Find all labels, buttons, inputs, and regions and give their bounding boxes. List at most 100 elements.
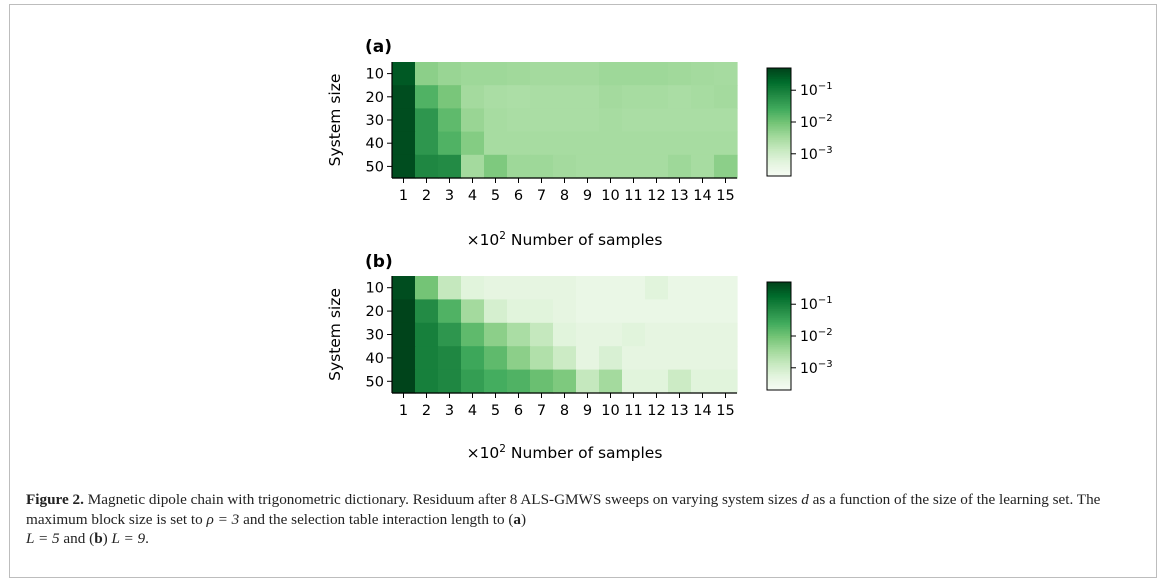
heatmap-cell (714, 62, 738, 86)
x-tick-label: 9 (583, 403, 592, 419)
heatmap-cell (622, 132, 646, 156)
heatmap-cell (714, 132, 738, 156)
heatmap-cell (438, 346, 462, 370)
heatmap-cell (553, 155, 577, 179)
heatmap-cell (461, 276, 485, 300)
heatmap-cell (461, 323, 485, 347)
heatmap-cell (645, 370, 669, 394)
heatmap-cell (415, 108, 439, 132)
x-tick-label: 14 (693, 403, 711, 419)
heatmap-cell (461, 155, 485, 179)
heatmap-cell (645, 346, 669, 370)
heatmap-cell (484, 370, 508, 394)
heatmap-cell (484, 299, 508, 323)
heatmap-cell (622, 276, 646, 300)
x-axis-title: ×102 Number of samples (467, 230, 663, 249)
heatmap-cell (461, 346, 485, 370)
heatmap-cell (645, 108, 669, 132)
heatmap-cell (714, 155, 738, 179)
x-tick-label: 10 (601, 188, 619, 204)
y-tick-label: 40 (366, 136, 384, 152)
heatmap-cell (530, 155, 554, 179)
heatmap-cell (668, 108, 692, 132)
y-tick-label: 50 (366, 159, 384, 175)
heatmap-cell (415, 276, 439, 300)
heatmap-cell (714, 323, 738, 347)
y-tick-label: 20 (366, 90, 384, 106)
heatmap-cell (438, 276, 462, 300)
x-tick-label: 5 (491, 403, 500, 419)
x-tick-label: 5 (491, 188, 500, 204)
heatmap-cell (438, 132, 462, 156)
caption-text-5: and ( (60, 530, 95, 547)
heatmap-cell (461, 299, 485, 323)
figure-caption: Figure 2. Magnetic dipole chain with tri… (26, 490, 1136, 549)
y-axis-title: System size (326, 288, 344, 381)
x-tick-label: 2 (422, 188, 431, 204)
heatmap-cell (668, 132, 692, 156)
x-tick-label: 8 (560, 188, 569, 204)
heatmap-cell (645, 276, 669, 300)
x-tick-label: 11 (624, 188, 642, 204)
x-tick-label: 11 (624, 403, 642, 419)
y-tick-label: 30 (366, 113, 384, 129)
x-tick-label: 4 (468, 188, 477, 204)
heatmap-panel-b: (b)1 2 3 4 5 6 7 8 9 10 11 12 13 14 151020304050System… (326, 252, 833, 462)
heatmap-cell (576, 155, 600, 179)
heatmap-cell (622, 62, 646, 86)
heatmap-cell (415, 323, 439, 347)
colorbar-tick-label: 10−3 (800, 359, 833, 377)
heatmap-cell (438, 85, 462, 109)
heatmap-cell (668, 276, 692, 300)
heatmap-cell (645, 62, 669, 86)
heatmap-cell (484, 108, 508, 132)
heatmap-panel-a: (a)1 2 3 4 5 6 7 8 9 10 11 12 13 14 151020304050System… (326, 37, 833, 249)
heatmap-cell (415, 370, 439, 394)
heatmap-cell (576, 276, 600, 300)
heatmap-cell (599, 346, 623, 370)
heatmap-cell (507, 132, 531, 156)
x-tick-label: 12 (647, 188, 665, 204)
heatmap-cell (530, 346, 554, 370)
heatmap-cell (576, 299, 600, 323)
heatmap-cell (622, 108, 646, 132)
heatmap-cell (461, 85, 485, 109)
heatmap-cell (668, 370, 692, 394)
heatmap-cell (622, 155, 646, 179)
heatmap-cell (507, 62, 531, 86)
x-tick-label: 4 (468, 403, 477, 419)
heatmap-cell (599, 85, 623, 109)
heatmap-cell (507, 85, 531, 109)
heatmap-cell (507, 155, 531, 179)
heatmap-cell (553, 370, 577, 394)
heatmap-cell (530, 276, 554, 300)
heatmap-cell (668, 346, 692, 370)
heatmap-cell (668, 299, 692, 323)
heatmap-cell (691, 299, 715, 323)
heatmap-cell (530, 108, 554, 132)
heatmap-cell (461, 132, 485, 156)
heatmap-cell (392, 85, 416, 109)
heatmap-cell (622, 370, 646, 394)
heatmap-cell (392, 276, 416, 300)
caption-ref-b: b (94, 530, 102, 547)
heatmap-cell (415, 85, 439, 109)
heatmap-cell (714, 108, 738, 132)
heatmap-cell (507, 323, 531, 347)
heatmap-cell (576, 85, 600, 109)
heatmap-cell (484, 85, 508, 109)
heatmap-cell (576, 108, 600, 132)
colorbar-tick-label: 10−3 (800, 145, 833, 163)
heatmap-cell (484, 62, 508, 86)
heatmap-cell (507, 108, 531, 132)
heatmap-cell (461, 108, 485, 132)
heatmap-cell (691, 346, 715, 370)
heatmap-cell (668, 85, 692, 109)
heatmap-cell (484, 276, 508, 300)
heatmap-cell (392, 370, 416, 394)
heatmap-cell (530, 370, 554, 394)
heatmap-cell (484, 346, 508, 370)
heatmap-cell (392, 299, 416, 323)
heatmap-cell (484, 155, 508, 179)
x-tick-label: 3 (445, 188, 454, 204)
